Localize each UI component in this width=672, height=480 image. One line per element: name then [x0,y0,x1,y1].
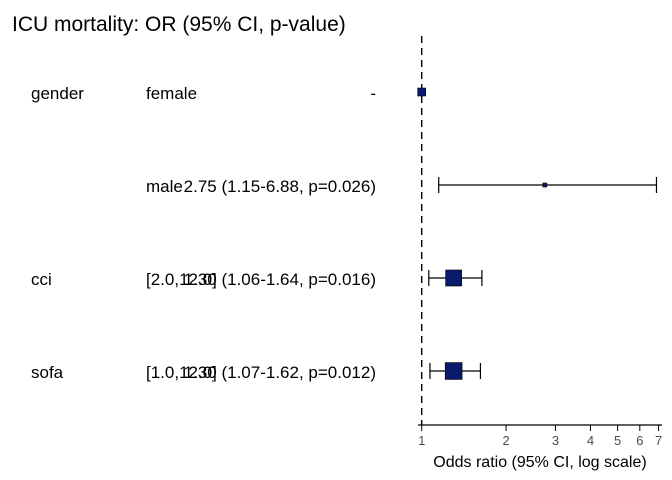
x-tick-label: 1 [418,433,425,448]
x-tick-label: 4 [587,433,594,448]
estimate-table: gender female - male 2.75 (1.15-6.88, p=0.02… [31,84,376,382]
estimate-point [417,87,427,97]
estimate-point [445,269,462,287]
variable-label: cci [31,270,52,289]
level-label: [1.0,12.0] [146,363,217,382]
x-tick-label: 3 [552,433,559,448]
x-tick-label: 7 [655,433,662,448]
estimate-label: - [370,84,376,103]
estimate-label: 1.30 (1.07-1.62, p=0.012) [184,363,376,382]
estimate-point [444,362,463,380]
chart-title: ICU mortality: OR (95% CI, p-value) [12,13,346,36]
estimate-label: 1.30 (1.06-1.64, p=0.016) [184,270,376,289]
level-label: female [146,84,197,103]
x-tick-label: 5 [614,433,621,448]
variable-label: sofa [31,363,64,382]
level-label: [2.0,12.0] [146,270,217,289]
x-axis-label: Odds ratio (95% CI, log scale) [433,454,646,471]
x-tick-label: 6 [636,433,643,448]
plot-area [417,36,658,425]
estimate-label: 2.75 (1.15-6.88, p=0.026) [184,177,376,196]
x-tick-label: 2 [502,433,509,448]
estimate-point [542,182,548,188]
level-label: male [146,177,183,196]
variable-label: gender [31,84,84,103]
